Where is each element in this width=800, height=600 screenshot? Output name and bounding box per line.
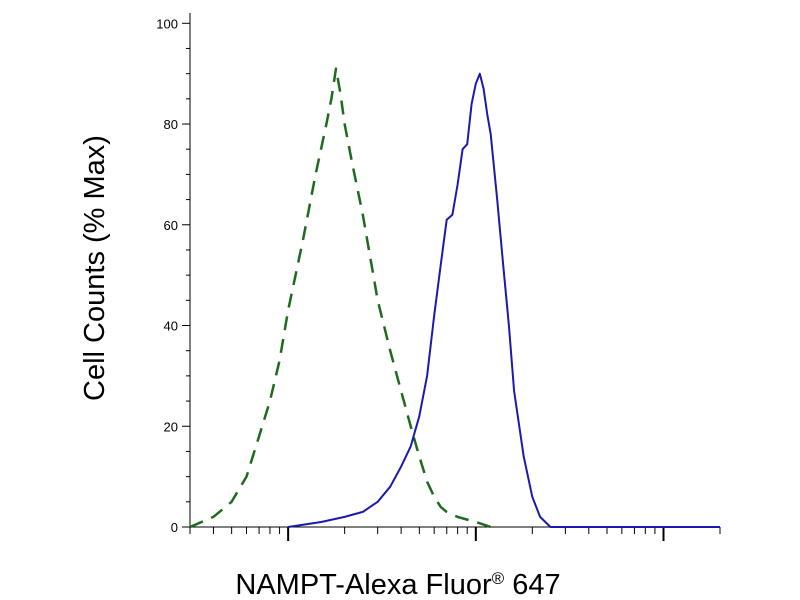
y-tick-label: 60 <box>164 218 178 233</box>
y-tick-label: 0 <box>171 520 178 535</box>
y-tick-label: 40 <box>164 319 178 334</box>
y-tick-label: 100 <box>156 16 178 31</box>
data-series <box>189 67 720 529</box>
series-line-solid <box>287 72 720 528</box>
axes <box>189 13 720 528</box>
y-axis-ticks: 0 20 40 60 80 100 <box>156 16 190 535</box>
x-axis-title-suffix: 647 <box>504 569 560 600</box>
x-axis-title-main: NAMPT-Alexa Fluor <box>235 569 492 600</box>
x-axis-title: NAMPT-Alexa Fluor® 647 <box>235 569 560 600</box>
x-axis-ticks <box>189 527 721 541</box>
y-tick-label: 20 <box>164 419 178 434</box>
x-axis-title-mark: ® <box>492 569 505 588</box>
y-tick-label: 80 <box>164 117 178 132</box>
y-axis-title: Cell Counts (% Max) <box>79 135 111 401</box>
series-line-dashed <box>189 67 492 529</box>
